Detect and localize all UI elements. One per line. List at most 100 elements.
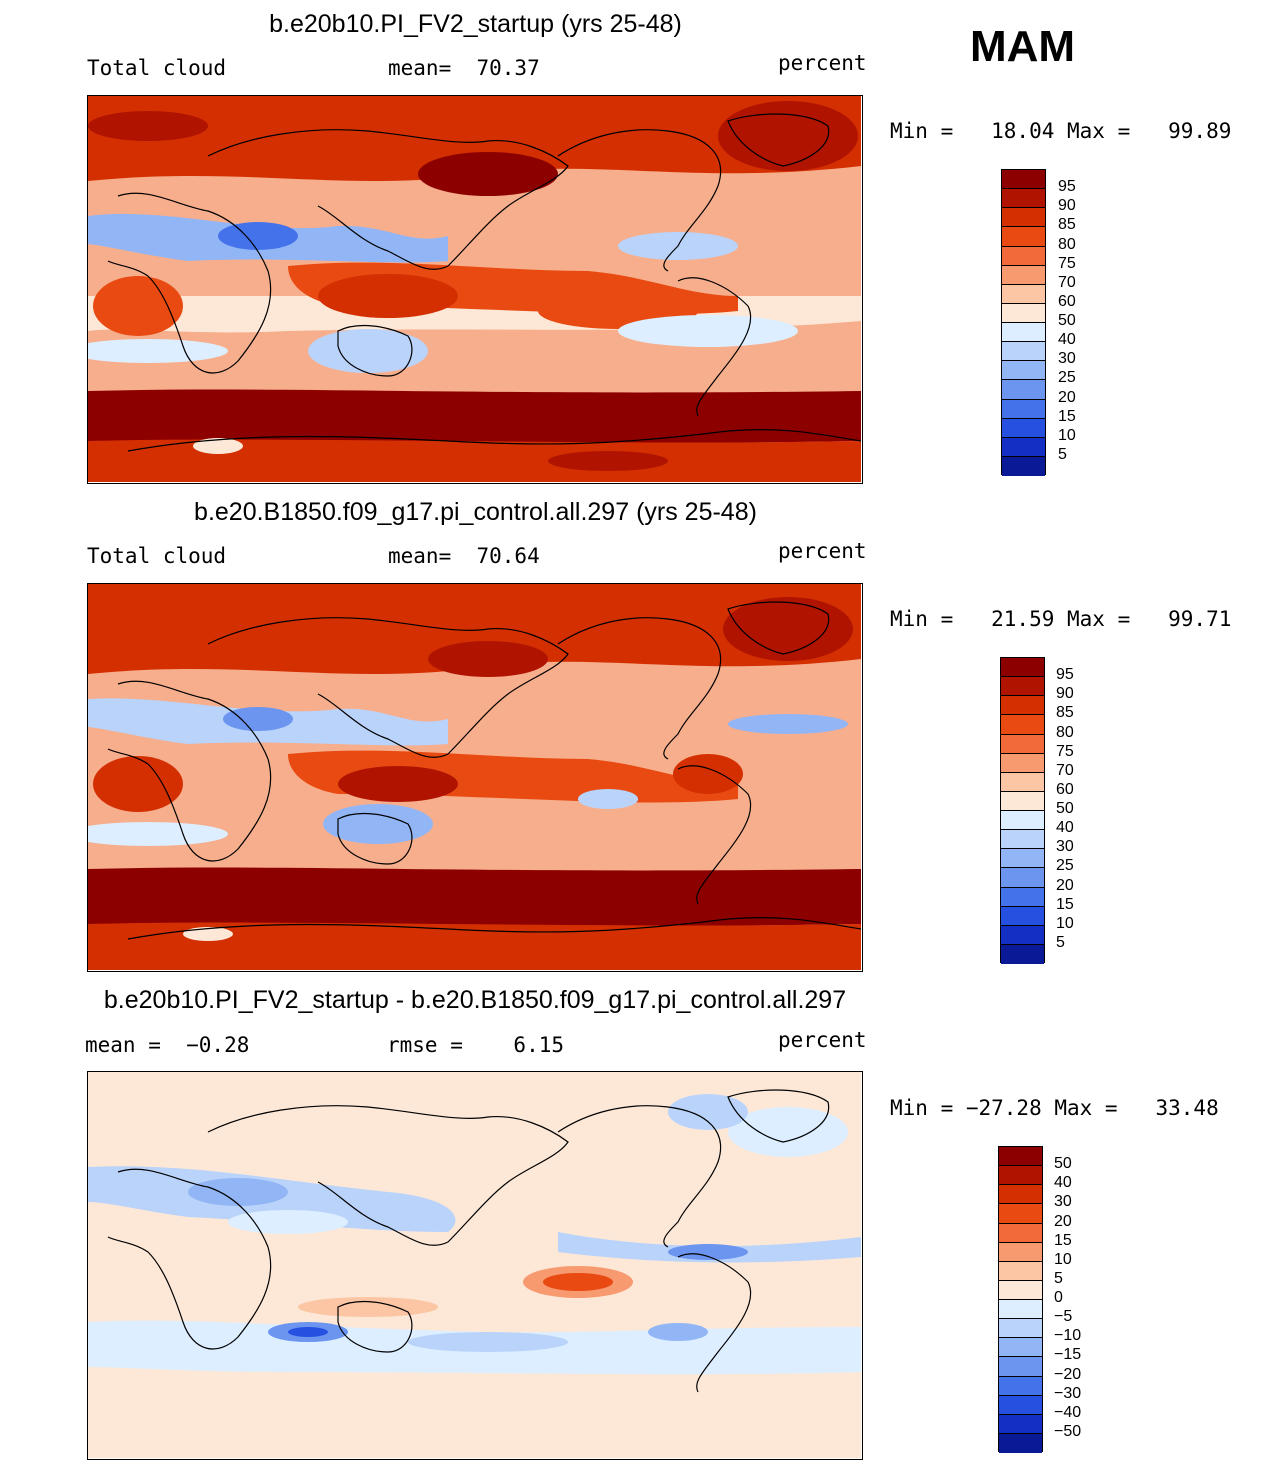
colorbar-tick-label: 80: [1058, 235, 1076, 253]
colorbar-swatch: [999, 1185, 1042, 1205]
colorbar-tick-label: 90: [1056, 685, 1074, 703]
panel-1-map-svg: [88, 96, 861, 482]
colorbar-tick-label: 70: [1056, 761, 1074, 779]
colorbar-tick-label: 30: [1056, 838, 1074, 856]
colorbar-swatch: [999, 1300, 1042, 1320]
colorbar-tick-label: 70: [1058, 273, 1076, 291]
colorbar-tick-label: 15: [1058, 407, 1076, 425]
colorbar-swatch: [1002, 303, 1045, 323]
colorbar-swatch: [999, 1261, 1042, 1281]
panel-3-map-svg: [88, 1072, 861, 1458]
colorbar-swatch: [1001, 868, 1044, 888]
colorbar-tick-label: −50: [1054, 1422, 1082, 1440]
colorbar-swatch: [999, 1204, 1042, 1224]
panel-3-colorbar-labels: 50 40 30 20 15 10 5 0 −5 −10 −15 −20 −30 −40 −50: [1054, 1146, 1114, 1452]
colorbar-swatch: [999, 1280, 1042, 1300]
colorbar-swatch: [999, 1357, 1042, 1377]
panel-2-right-label: percent: [778, 539, 867, 563]
panel-3-colorbar: [998, 1146, 1043, 1453]
panel-1-center-label: mean= 70.37: [388, 56, 540, 80]
colorbar-tick-label: −30: [1054, 1384, 1082, 1402]
colorbar-tick-label: −20: [1054, 1365, 1082, 1383]
panel-2-map-svg: [88, 584, 861, 970]
colorbar-swatch: [1001, 696, 1044, 716]
colorbar-swatch: [1002, 418, 1045, 438]
colorbar-tick-label: 25: [1058, 369, 1076, 387]
colorbar-swatch: [1002, 227, 1045, 247]
colorbar-tick-label: 80: [1056, 723, 1074, 741]
colorbar-swatch: [1002, 246, 1045, 266]
colorbar-tick-label: 60: [1058, 292, 1076, 310]
panel-2-minmax: Min = 21.59 Max = 99.71: [890, 607, 1232, 631]
colorbar-tick-label: 85: [1056, 704, 1074, 722]
colorbar-swatch: [1002, 170, 1045, 190]
colorbar-tick-label: 10: [1054, 1250, 1072, 1268]
colorbar-swatch: [1002, 189, 1045, 209]
colorbar-swatch: [1001, 753, 1044, 773]
colorbar-swatch: [1001, 715, 1044, 735]
colorbar-swatch: [999, 1166, 1042, 1186]
colorbar-tick-label: 5: [1054, 1269, 1063, 1287]
colorbar-swatch: [1001, 658, 1044, 678]
colorbar-swatch: [999, 1223, 1042, 1243]
colorbar-swatch: [1001, 887, 1044, 907]
colorbar-tick-label: −5: [1054, 1308, 1073, 1326]
colorbar-tick-label: 30: [1054, 1193, 1072, 1211]
colorbar-swatch: [1002, 361, 1045, 381]
panel-3-title: b.e20b10.PI_FV2_startup - b.e20.B1850.f0…: [103, 986, 847, 1014]
colorbar-tick-label: 25: [1056, 857, 1074, 875]
colorbar-tick-label: 20: [1058, 388, 1076, 406]
colorbar-tick-label: 15: [1054, 1231, 1072, 1249]
colorbar-tick-label: 90: [1058, 197, 1076, 215]
colorbar-swatch: [999, 1147, 1042, 1167]
colorbar-tick-label: 95: [1058, 178, 1076, 196]
colorbar-swatch: [999, 1376, 1042, 1396]
colorbar-swatch: [1002, 399, 1045, 419]
colorbar-swatch: [999, 1414, 1042, 1434]
panel-1-right-label: percent: [778, 51, 867, 75]
colorbar-swatch: [999, 1395, 1042, 1415]
colorbar-swatch: [1001, 772, 1044, 792]
panel-2-map: [87, 583, 863, 972]
panel-2-colorbar: [1000, 657, 1045, 964]
panel-2-title: b.e20.B1850.f09_g17.pi_control.all.297 (…: [194, 498, 757, 526]
colorbar-tick-label: 10: [1056, 914, 1074, 932]
colorbar-swatch: [1002, 342, 1045, 362]
colorbar-tick-label: −40: [1054, 1403, 1082, 1421]
colorbar-swatch: [1001, 811, 1044, 831]
colorbar-tick-label: 0: [1054, 1289, 1063, 1306]
colorbar-tick-label: 5: [1056, 933, 1065, 951]
panel-3-minmax: Min = −27.28 Max = 33.48: [890, 1096, 1219, 1120]
colorbar-swatch: [1002, 380, 1045, 400]
colorbar-tick-label: 40: [1056, 819, 1074, 837]
panel-3-center-label: rmse = 6.15: [387, 1033, 565, 1057]
panel-1-map: [87, 95, 863, 484]
colorbar-swatch: [1001, 925, 1044, 945]
panel-2-colorbar-labels: 95 90 85 80 75 70 60 50 40 30 25 20 15 10 5: [1056, 657, 1116, 963]
panel-3-left-label: mean = −0.28: [85, 1033, 250, 1057]
colorbar-tick-label: 15: [1056, 895, 1074, 913]
colorbar-swatch: [999, 1433, 1042, 1453]
panel-1-colorbar: [1001, 169, 1046, 476]
colorbar-tick-label: 40: [1058, 331, 1076, 349]
panel-1-minmax: Min = 18.04 Max = 99.89: [890, 119, 1232, 143]
colorbar-swatch: [1001, 791, 1044, 811]
season-label: MAM: [970, 22, 1076, 71]
colorbar-tick-label: 50: [1058, 312, 1076, 329]
colorbar-swatch: [1002, 456, 1045, 476]
colorbar-tick-label: 50: [1056, 800, 1074, 817]
panel-1-colorbar-labels: 95 90 85 80 75 70 60 50 40 30 25 20 15 10 5: [1058, 169, 1118, 475]
colorbar-swatch: [1002, 284, 1045, 304]
colorbar-swatch: [1001, 944, 1044, 964]
colorbar-swatch: [1002, 265, 1045, 285]
colorbar-swatch: [1001, 849, 1044, 869]
colorbar-tick-label: 20: [1054, 1212, 1072, 1230]
colorbar-swatch: [1001, 830, 1044, 850]
colorbar-tick-label: 60: [1056, 780, 1074, 798]
colorbar-swatch: [999, 1242, 1042, 1262]
panel-1-title: b.e20b10.PI_FV2_startup (yrs 25-48): [269, 10, 682, 38]
colorbar-swatch: [1002, 437, 1045, 457]
colorbar-tick-label: 40: [1054, 1174, 1072, 1192]
colorbar-swatch: [999, 1319, 1042, 1339]
colorbar-tick-label: 10: [1058, 426, 1076, 444]
